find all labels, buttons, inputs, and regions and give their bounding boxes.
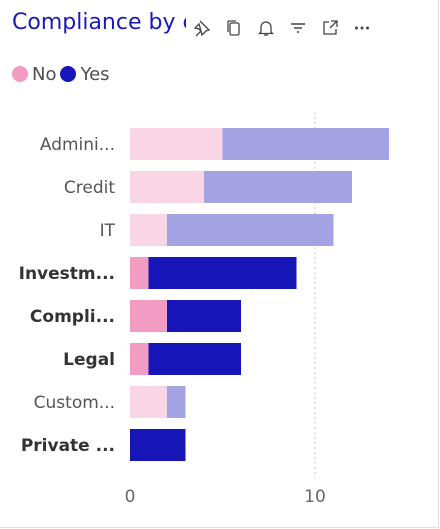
category-label: Admini... [40,135,115,155]
category-label: Investm... [19,264,115,284]
bar-no[interactable] [130,171,204,203]
bell-icon[interactable] [250,12,282,44]
bar-no[interactable] [130,214,167,246]
bar-yes[interactable] [148,343,242,375]
category-label: IT [100,221,116,241]
legend-dot-no [12,66,28,82]
category-label: Legal [63,350,115,370]
bar-yes[interactable] [204,171,352,203]
visual-header-toolbar [186,12,424,44]
legend-label-no: No [32,63,57,85]
bar-yes[interactable] [130,429,186,461]
category-label: Compli... [30,307,115,327]
category-label: Custom... [34,393,115,413]
x-tick-label: 0 [125,487,136,507]
chart-legend: No Yes [12,60,114,88]
filter-icon[interactable] [282,12,314,44]
pin-icon[interactable] [186,12,218,44]
category-label: Credit [64,178,115,198]
category-label: Private ... [21,436,115,456]
bar-yes[interactable] [167,300,241,332]
bar-yes[interactable] [167,386,186,418]
x-tick-label: 10 [304,487,326,507]
chart-title: Compliance by e [12,10,197,35]
copy-icon[interactable] [218,12,250,44]
bar-no[interactable] [130,386,167,418]
bar-yes[interactable] [167,214,334,246]
legend-item-yes[interactable]: Yes [60,63,110,85]
bar-no[interactable] [130,343,149,375]
bar-yes[interactable] [148,257,297,289]
legend-item-no[interactable]: No [12,64,56,85]
bar-no[interactable] [130,300,167,332]
bar-no[interactable] [130,257,149,289]
legend-label-yes: Yes [80,63,110,85]
focus-mode-icon[interactable] [314,12,346,44]
bar-no[interactable] [130,128,223,160]
bar-yes[interactable] [222,128,390,160]
more-options-icon[interactable] [346,12,378,44]
legend-dot-yes [60,66,77,82]
